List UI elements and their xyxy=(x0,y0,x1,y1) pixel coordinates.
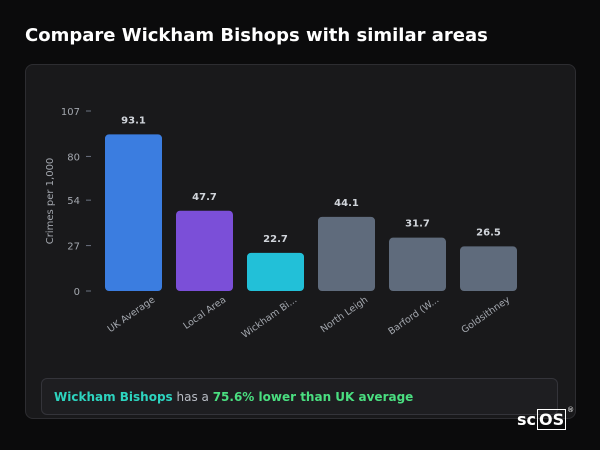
summary-place-name: Wickham Bishops xyxy=(54,390,173,404)
bar-value-label: 93.1 xyxy=(121,115,146,126)
bar-value-label: 31.7 xyxy=(405,219,430,230)
x-axis-category-label: Goldsithney xyxy=(459,294,512,336)
y-axis-tick-label: 80 xyxy=(67,152,80,163)
y-axis-tick-label: 0 xyxy=(74,287,80,298)
summary-statistic: 75.6% lower than UK average xyxy=(212,390,414,404)
bar-value-label: 22.7 xyxy=(263,234,288,245)
y-axis-tick-label: 107 xyxy=(61,107,80,118)
x-axis-category-label: North Leigh xyxy=(319,294,371,335)
y-axis-tick-label: 27 xyxy=(67,242,80,253)
x-axis-category-label: Barford (W... xyxy=(386,294,441,337)
y-axis-tick-label: 54 xyxy=(67,196,80,207)
logo-prefix: sc xyxy=(517,410,537,429)
x-axis-category-label: Local Area xyxy=(181,294,228,331)
bar-value-label: 44.1 xyxy=(334,198,359,209)
scos-logo: sc OS ® xyxy=(517,406,574,430)
summary-connector-text: has a xyxy=(172,390,213,404)
bar xyxy=(460,246,517,291)
x-axis-category-label: Wickham Bi... xyxy=(240,294,299,340)
logo-registered-mark: ® xyxy=(567,406,575,414)
bar xyxy=(247,252,304,291)
bar xyxy=(318,216,375,291)
bar-value-label: 26.5 xyxy=(476,227,501,238)
bar-value-label: 47.7 xyxy=(192,192,217,203)
y-axis-label: Crimes per 1,000 xyxy=(45,158,56,245)
bar xyxy=(176,210,233,291)
x-axis-category-label: UK Average xyxy=(106,294,158,335)
logo-boxed-text: OS xyxy=(537,409,567,430)
bar xyxy=(105,134,162,291)
bar xyxy=(389,237,446,291)
page-title: Compare Wickham Bishops with similar are… xyxy=(25,25,488,46)
comparison-summary: Wickham Bishops has a 75.6% lower than U… xyxy=(41,378,558,415)
